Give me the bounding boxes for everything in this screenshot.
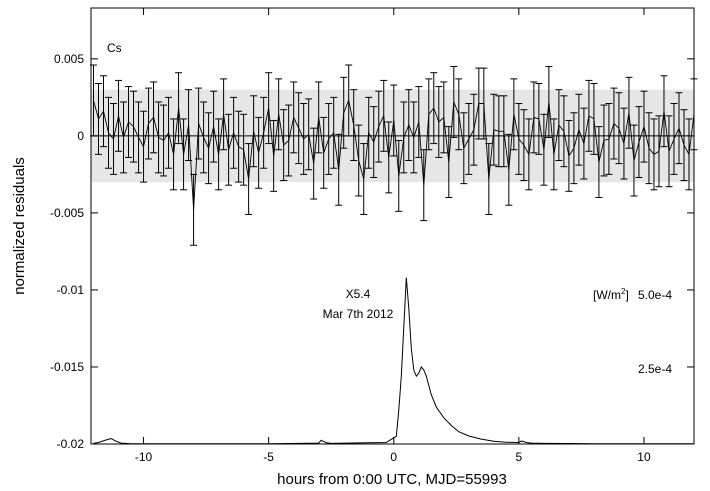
x-tick-label: 0 bbox=[390, 450, 397, 464]
axes bbox=[90, 7, 695, 445]
flare-class-label: X5.4 bbox=[346, 287, 371, 301]
flux-unit-end: ] bbox=[625, 288, 628, 302]
series-label: Cs bbox=[107, 41, 122, 55]
flare-date-label: Mar 7th 2012 bbox=[323, 307, 394, 321]
flux-unit-sup: 2 bbox=[621, 287, 626, 296]
right-tick-label-2p5e-4: 2.5e-4 bbox=[638, 362, 672, 376]
y-tick-label: -0.015 bbox=[50, 360, 84, 374]
x-axis-title: hours from 0:00 UTC, MJD=55993 bbox=[277, 471, 507, 488]
flux-unit-label: [W/m2] bbox=[593, 287, 629, 302]
x-tick-label: 10 bbox=[637, 450, 651, 464]
y-tick-label: -0.01 bbox=[57, 283, 85, 297]
y-axis-title: normalized residuals bbox=[11, 157, 28, 295]
x-tick-label: -10 bbox=[135, 450, 153, 464]
right-tick-label-5e-4: 5.0e-4 bbox=[638, 288, 672, 302]
plot-frame bbox=[90, 7, 695, 445]
y-tick-label: -0.02 bbox=[57, 437, 85, 451]
y-tick-label: 0.005 bbox=[54, 52, 84, 66]
flux-unit-main: [W/m bbox=[593, 288, 621, 302]
y-tick-label: 0 bbox=[77, 129, 84, 143]
y-tick-label: -0.005 bbox=[50, 206, 84, 220]
errorbar-connector-line bbox=[93, 98, 695, 210]
errorbar-series bbox=[90, 64, 698, 246]
x-tick-label: -5 bbox=[263, 450, 274, 464]
x-tick-label: 5 bbox=[516, 450, 523, 464]
ticks: -10 -5 0 5 10 0.005 0 -0.005 -0.01 -0.015 -0.02 bbox=[50, 8, 694, 464]
